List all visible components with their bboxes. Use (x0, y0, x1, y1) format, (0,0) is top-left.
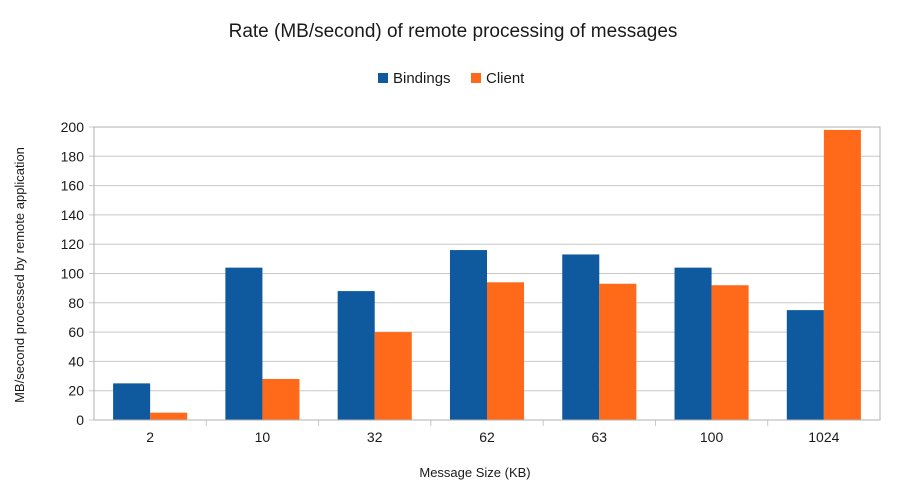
bar-bindings-63 (562, 254, 600, 420)
x-tick-label: 2 (146, 429, 154, 445)
bar-bindings-10 (225, 267, 263, 420)
y-tick-label: 140 (61, 207, 85, 223)
x-tick-label: 63 (591, 429, 607, 445)
legend: Bindings Client (378, 70, 525, 87)
y-tick-label: 40 (68, 353, 84, 369)
y-tick-label: 120 (61, 236, 85, 252)
plot-frame (93, 126, 881, 421)
x-tick-label: 1024 (808, 429, 839, 445)
y-tick-label: 160 (61, 178, 85, 194)
legend-swatch-client (471, 73, 481, 83)
bar-bindings-62 (449, 250, 487, 420)
bar-bindings-32 (337, 291, 375, 420)
y-axis-label: MB/second processed by remote applicatio… (12, 147, 27, 403)
legend-label-client: Client (486, 70, 525, 87)
bar-client-1024 (823, 129, 861, 420)
bar-client-2 (150, 412, 188, 420)
bar-client-63 (599, 283, 637, 420)
x-tick-label: 100 (700, 429, 724, 445)
bar-client-100 (711, 285, 749, 420)
bar-client-62 (487, 282, 525, 420)
bars (113, 129, 861, 420)
bar-bindings-1024 (786, 310, 824, 420)
y-tick-label: 80 (68, 295, 84, 311)
x-tick-labels: 2 10 32 62 63 100 1024 (146, 429, 839, 445)
legend-swatch-bindings (378, 73, 388, 83)
y-tick-label: 60 (68, 324, 84, 340)
x-tick-label: 32 (367, 429, 383, 445)
chart-title: Rate (MB/second) of remote processing of… (229, 21, 678, 42)
y-tick-label: 0 (76, 412, 84, 428)
bar-client-10 (262, 378, 300, 420)
y-tick-label: 200 (61, 119, 85, 135)
legend-label-bindings: Bindings (393, 70, 451, 87)
y-tick-label: 180 (61, 148, 85, 164)
bar-client-32 (374, 332, 412, 420)
y-tick-label: 20 (68, 383, 84, 399)
y-tick-labels: 0 20 40 60 80 100 120 140 160 180 200 (61, 119, 85, 428)
y-tick-label: 100 (61, 266, 85, 282)
x-axis-label: Message Size (KB) (419, 465, 530, 480)
x-tick-label: 10 (255, 429, 271, 445)
bar-bindings-2 (113, 383, 151, 420)
bar-bindings-100 (674, 267, 712, 420)
x-tick-label: 62 (479, 429, 495, 445)
